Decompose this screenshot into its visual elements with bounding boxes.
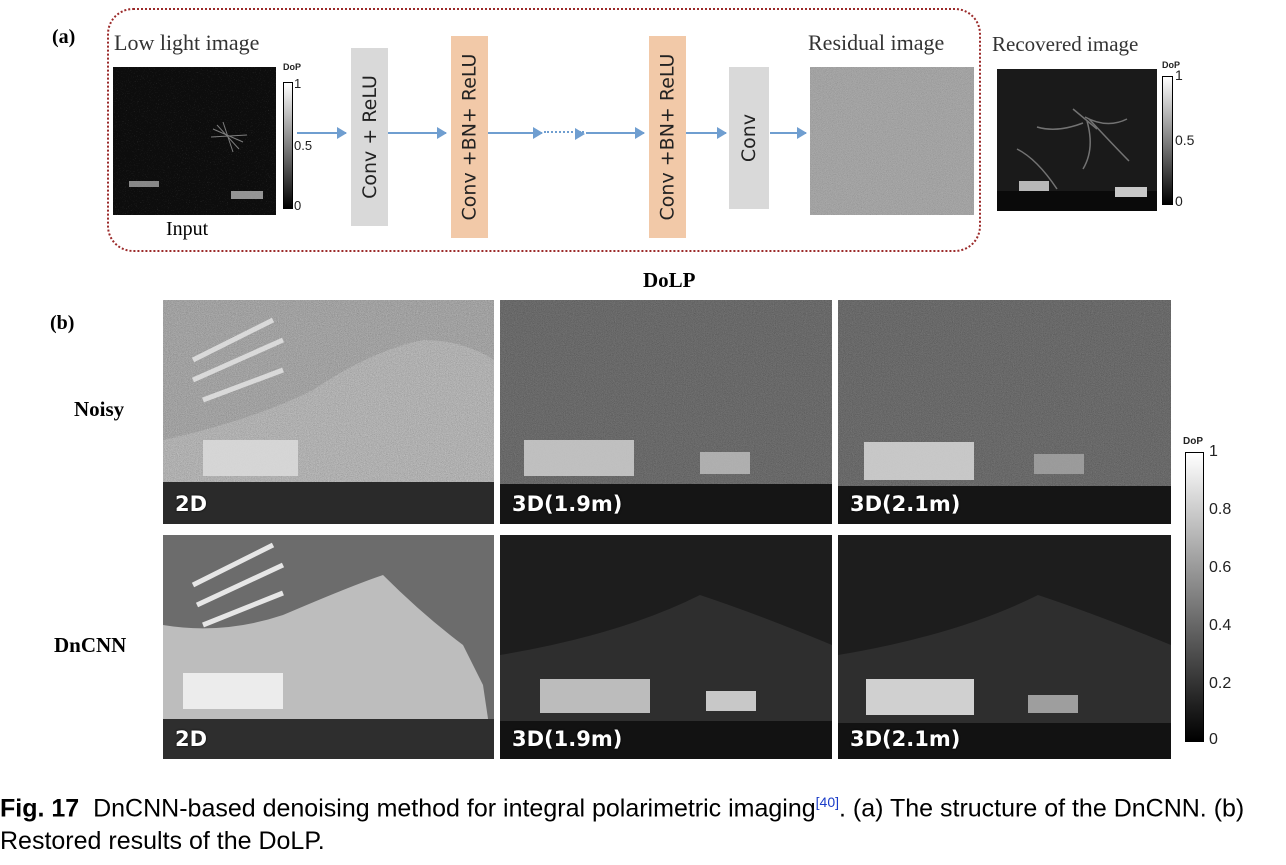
tile-noisy-3d-19-label: 3D(1.9m) bbox=[512, 492, 623, 516]
arrow-conv-to-residual bbox=[770, 127, 807, 139]
colorbar-b-tick-0: 0 bbox=[1209, 731, 1218, 748]
colorbar-left bbox=[283, 82, 293, 209]
tile-dncnn-2d: 2D bbox=[163, 535, 494, 759]
figure-caption: Fig. 17 DnCNN-based denoising method for… bbox=[0, 786, 1286, 858]
low-light-image-content bbox=[113, 67, 276, 215]
colorbar-b-tick-08: 0.8 bbox=[1209, 501, 1232, 518]
conv-block: Conv bbox=[729, 67, 769, 209]
tile-noisy-3d-21: 3D(2.1m) bbox=[838, 300, 1171, 524]
tile-dncnn-2d-label: 2D bbox=[175, 727, 208, 751]
caption-text-main: DnCNN-based denoising method for integra… bbox=[93, 794, 816, 823]
colorbar-left-tick-0: 0 bbox=[294, 198, 302, 213]
arrow-to-bn2 bbox=[586, 127, 645, 139]
arrow-bn2-to-conv bbox=[686, 127, 727, 139]
row-label-dncnn: DnCNN bbox=[54, 633, 127, 657]
conv-bn-relu-block-1: Conv +BN+ ReLU bbox=[451, 36, 488, 238]
row-label-noisy: Noisy bbox=[74, 397, 125, 421]
citation-reference[interactable]: [40] bbox=[815, 794, 840, 810]
residual-title: Residual image bbox=[808, 30, 945, 55]
colorbar-b-tick-06: 0.6 bbox=[1209, 559, 1232, 576]
arrow-conv-to-bn1 bbox=[388, 127, 447, 139]
colorbar-right bbox=[1162, 76, 1173, 205]
tile-noisy-2d-label: 2D bbox=[175, 492, 208, 516]
tile-dncnn-3d-19: 3D(1.9m) bbox=[500, 535, 832, 759]
tile-noisy-3d-21-label: 3D(2.1m) bbox=[850, 492, 961, 516]
residual-image bbox=[810, 67, 974, 215]
tile-noisy-3d-19-scene bbox=[500, 300, 832, 524]
tile-dncnn-3d-21: 3D(2.1m) bbox=[838, 535, 1171, 759]
panel-a-label: (a) bbox=[52, 26, 76, 48]
tile-dncnn-3d-19-label: 3D(1.9m) bbox=[512, 727, 623, 751]
figure-number: Fig. 17 bbox=[0, 794, 80, 823]
input-label: Input bbox=[166, 218, 209, 240]
recovered-image bbox=[997, 69, 1157, 211]
colorbar-right-tick-05: 0.5 bbox=[1175, 132, 1195, 148]
arrow-input-to-conv bbox=[297, 127, 347, 139]
conv-relu-block: Conv + ReLU bbox=[351, 48, 388, 226]
tile-dncnn-3d-21-label: 3D(2.1m) bbox=[850, 727, 961, 751]
tile-noisy-2d: 2D bbox=[163, 300, 494, 524]
colorbar-right-title: DoP bbox=[1162, 60, 1180, 70]
colorbar-right-tick-0: 0 bbox=[1175, 193, 1183, 209]
recovered-title: Recovered image bbox=[992, 32, 1139, 56]
conv-bn-relu-block-2: Conv +BN+ ReLU bbox=[649, 36, 686, 238]
colorbar-left-title: DoP bbox=[283, 62, 301, 72]
dolp-label: DoLP bbox=[643, 268, 696, 292]
tile-dncnn-3d-21-scene bbox=[838, 535, 1171, 759]
colorbar-b-title: DoP bbox=[1183, 436, 1203, 447]
arrow-bn1-out bbox=[488, 127, 543, 139]
network-outline-box bbox=[107, 8, 981, 252]
tile-dncnn-3d-19-scene bbox=[500, 535, 832, 759]
recovered-image-content bbox=[997, 69, 1157, 211]
colorbar-left-tick-05: 0.5 bbox=[294, 138, 313, 153]
colorbar-b-tick-02: 0.2 bbox=[1209, 675, 1232, 692]
colorbar-right-tick-1: 1 bbox=[1175, 67, 1183, 83]
colorbar-b-tick-04: 0.4 bbox=[1209, 617, 1232, 634]
caption-text-tail: . (a) The structure of the DnCNN. (b) Re… bbox=[0, 794, 1245, 856]
low-light-title: Low light image bbox=[114, 30, 260, 55]
colorbar-left-tick-1: 1 bbox=[294, 76, 302, 91]
panel-b-label: (b) bbox=[50, 312, 75, 334]
low-light-image bbox=[113, 67, 276, 215]
tile-noisy-3d-21-scene bbox=[838, 300, 1171, 524]
residual-image-content bbox=[810, 67, 974, 215]
colorbar-b-tick-1: 1 bbox=[1209, 443, 1218, 460]
colorbar-b bbox=[1185, 452, 1204, 742]
tile-noisy-3d-19: 3D(1.9m) bbox=[500, 300, 832, 524]
tile-dncnn-2d-scene bbox=[163, 535, 494, 759]
tile-noisy-2d-scene bbox=[163, 300, 494, 524]
dotted-repeat-connector bbox=[544, 128, 585, 140]
